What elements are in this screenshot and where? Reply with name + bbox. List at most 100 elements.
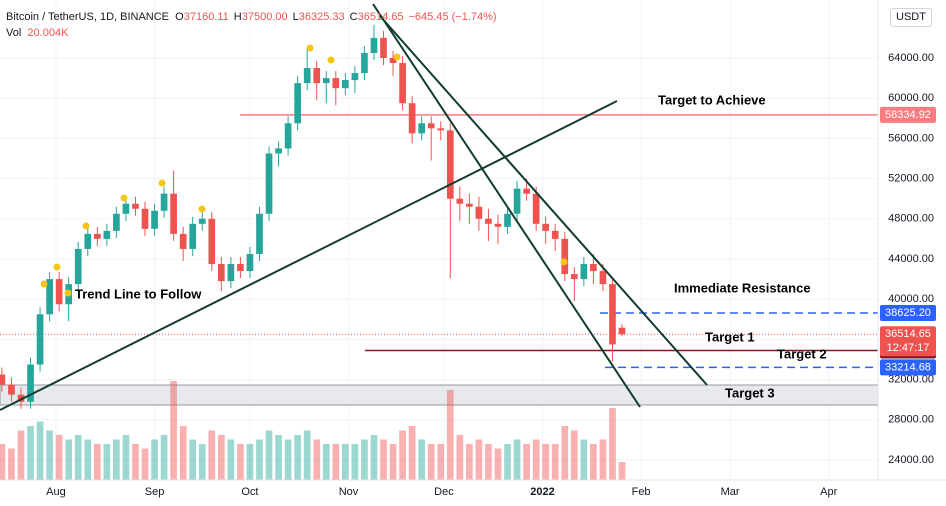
volume-bar	[532, 439, 540, 480]
volume-bar	[256, 439, 263, 480]
volume-bar	[0, 444, 6, 480]
volume-bar	[170, 381, 177, 480]
volume-bar	[284, 439, 292, 480]
y-tick-label: 60000.00	[888, 92, 934, 104]
volume-bar	[36, 421, 44, 480]
candle-body	[141, 208, 149, 229]
candle-body	[8, 384, 15, 395]
volume-bar	[370, 435, 378, 480]
volume-bar	[17, 430, 25, 480]
candle-body	[189, 223, 197, 249]
volume-bar	[437, 444, 445, 480]
annotation: Target 3	[725, 385, 775, 400]
candle-body	[27, 364, 34, 402]
x-tick-label: Oct	[241, 486, 258, 498]
volume-bar	[380, 439, 387, 480]
volume-bar	[122, 435, 130, 480]
marker	[327, 56, 335, 64]
price-tag	[880, 359, 936, 376]
volume-bar	[332, 444, 340, 480]
y-tick-label: 44000.00	[888, 253, 934, 265]
ohlc-value: 36514.65	[357, 11, 404, 23]
volume-bar	[456, 435, 464, 480]
x-tick-label: Dec	[434, 486, 454, 498]
candle-body	[399, 63, 406, 104]
volume-bar	[504, 444, 511, 480]
x-tick-label: Feb	[632, 486, 651, 498]
volume-bar	[189, 439, 197, 480]
y-tick-label: 40000.00	[888, 293, 934, 305]
marker	[82, 222, 90, 230]
ohlc-key: H	[233, 11, 242, 23]
price-tag-label: 33214.68	[885, 361, 931, 373]
trend-line	[372, 3, 641, 408]
countdown: 12:47:17	[887, 342, 930, 354]
candle-body	[0, 374, 6, 385]
y-tick-label: 28000.00	[888, 414, 934, 426]
candle-body	[55, 279, 63, 305]
annotation: Immediate Resistance	[674, 280, 811, 295]
candle-body	[599, 271, 607, 285]
candle-body	[513, 188, 521, 214]
marker	[64, 289, 72, 297]
candle-body	[380, 37, 387, 58]
volume-bar	[8, 448, 15, 480]
volume-bar	[151, 439, 158, 480]
y-tick-label: 52000.00	[888, 172, 934, 184]
candle-body	[618, 327, 626, 335]
x-tick-label: Sep	[145, 486, 165, 498]
volume-bar	[237, 444, 244, 480]
x-tick-label: Mar	[721, 486, 740, 498]
currency-button[interactable]: USDT	[890, 8, 932, 27]
candle-body	[580, 264, 588, 280]
candle-body	[170, 193, 177, 234]
volume-bar	[74, 435, 82, 480]
volume-label: Vol	[6, 27, 22, 39]
candle-body	[389, 57, 397, 64]
trend-line	[379, 15, 708, 386]
symbol: Bitcoin / TetherUS, 1D, BINANCE	[6, 11, 170, 23]
volume-bar	[475, 439, 483, 480]
candle-body	[504, 213, 511, 227]
y-tick-label: 24000.00	[888, 454, 934, 466]
candle-body	[532, 193, 540, 224]
candle-body	[313, 68, 321, 84]
volume-value: 20.004K	[27, 27, 69, 39]
volume-bar	[351, 444, 359, 480]
volume-bar	[494, 448, 502, 480]
ohlc-row: Bitcoin / TetherUS, 1D, BINANCE O37160.1…	[6, 9, 502, 25]
candle-body	[322, 78, 330, 84]
volume-bar	[246, 444, 254, 480]
y-tick-label: 56000.00	[888, 132, 934, 144]
candle-body	[570, 274, 578, 280]
volume-bar	[93, 444, 101, 480]
volume-bar	[160, 435, 168, 480]
volume-bar	[141, 448, 149, 480]
price-tag	[880, 305, 936, 322]
candle-body	[523, 188, 530, 194]
candle-body	[303, 68, 311, 84]
candle-body	[208, 218, 216, 265]
marker	[560, 258, 568, 266]
volume-bar	[103, 444, 111, 480]
candle-body	[284, 123, 292, 149]
volume-bar	[179, 426, 187, 480]
candle-body	[265, 153, 273, 214]
x-tick-label: 2022	[530, 486, 554, 498]
candle-body	[74, 248, 82, 285]
volume-bar	[84, 439, 92, 480]
last-price-label: 36514.65	[885, 328, 931, 340]
candle-body	[342, 80, 349, 89]
volume-bar	[609, 408, 616, 480]
price-tag-label: 58334.92	[885, 109, 931, 121]
candle-body	[275, 148, 282, 154]
volume-bar	[227, 439, 235, 480]
annotation: Target to Achieve	[658, 92, 766, 107]
price-tag-label: 38625.20	[885, 307, 931, 319]
candle-body	[351, 73, 359, 81]
candle-body	[542, 223, 550, 231]
plot-area	[0, 0, 878, 480]
candle-body	[609, 284, 616, 345]
candle-body	[160, 193, 168, 211]
